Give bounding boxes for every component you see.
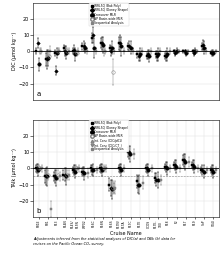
Text: a: a [37,91,41,97]
Legend: WRL5Q (Bak Poly), WRL5Q (Doney Shape), Crossover MLR, NP Basin-wide MLR, Sequent: WRL5Q (Bak Poly), WRL5Q (Doney Shape), C… [90,3,129,26]
Legend: WRL5Q (Bak Poly), WRL5Q (Doney Shape), Crossover MLR, NP Basin-wide MLR, Int. Co: WRL5Q (Bak Poly), WRL5Q (Doney Shape), C… [90,120,129,152]
X-axis label: Cruise Name: Cruise Name [110,231,142,236]
Text: b: b [37,208,41,214]
Y-axis label: TAlk (μmol kg⁻¹): TAlk (μmol kg⁻¹) [12,149,17,188]
Text: Adjustments inferred from the statistical analyses of DIC(a) and TAlk (b) data f: Adjustments inferred from the statistica… [33,237,175,246]
Y-axis label: DIC (μmol kg⁻¹): DIC (μmol kg⁻¹) [12,32,17,70]
